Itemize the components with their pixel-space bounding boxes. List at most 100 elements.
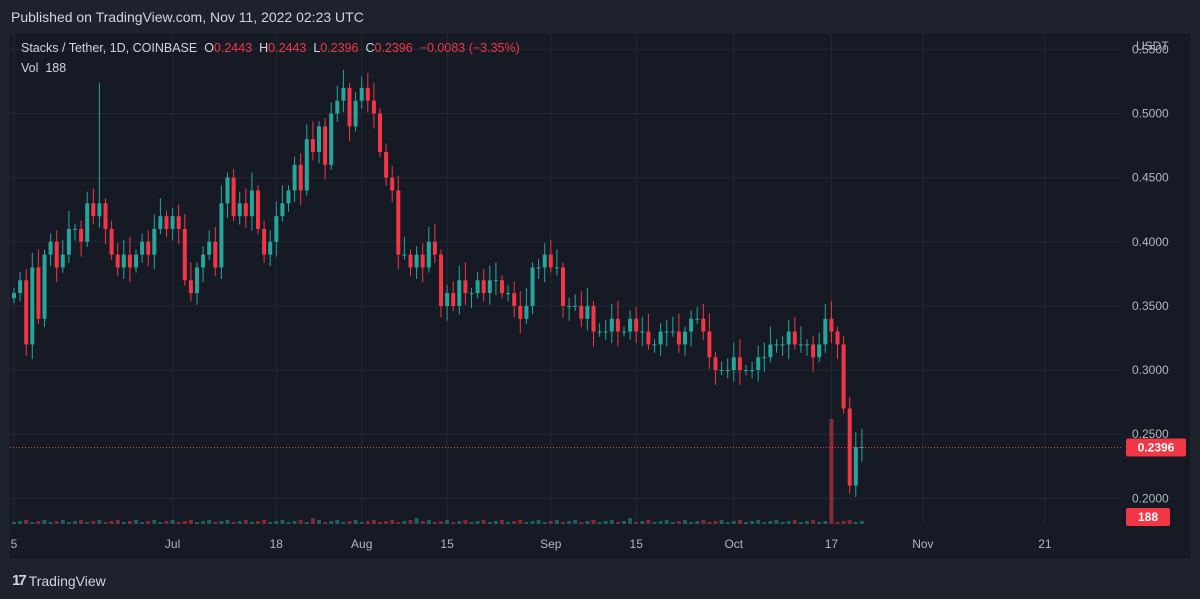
- volume-bar: [451, 522, 456, 524]
- volume-bar: [493, 521, 498, 524]
- volume-bar: [713, 521, 718, 524]
- volume-bar: [609, 520, 614, 524]
- candle-up: [756, 357, 761, 371]
- volume-bar: [536, 520, 541, 524]
- candle-down: [298, 164, 303, 191]
- volume-bar: [298, 520, 303, 524]
- volume-bar: [317, 520, 321, 524]
- candle-down: [182, 228, 187, 281]
- candle-down: [213, 241, 218, 268]
- volume-bar: [73, 521, 77, 524]
- candle-up: [469, 293, 474, 295]
- candle-down: [829, 318, 834, 332]
- symbol-legend: Stacks / Tether, 1D, COINBASE O0.2443 H0…: [21, 41, 520, 55]
- candle-up: [457, 280, 462, 306]
- volume-label: Vol: [21, 61, 39, 75]
- candle-up: [140, 241, 145, 255]
- candle-down: [481, 280, 486, 294]
- candle-down: [390, 177, 395, 191]
- volume-bar: [615, 522, 620, 524]
- candle-down: [231, 177, 236, 217]
- volume-bar: [518, 520, 523, 524]
- volume-bar: [628, 518, 633, 524]
- open-label: O: [204, 41, 214, 55]
- candle-up: [426, 241, 431, 268]
- volume-bar: [335, 520, 340, 524]
- candle-down: [701, 318, 706, 332]
- candle-up: [609, 318, 614, 332]
- volume-bar: [207, 520, 212, 524]
- volume-bar: [103, 522, 108, 524]
- volume-bar: [750, 521, 755, 524]
- candle-down: [188, 280, 193, 294]
- volume-bar: [219, 521, 224, 524]
- candle-up: [42, 254, 47, 319]
- volume-bar: [664, 520, 669, 524]
- candle-down: [439, 254, 443, 306]
- candle-up: [317, 126, 321, 153]
- volume-bar: [390, 520, 395, 524]
- volume-bar: [91, 521, 96, 524]
- candle-down: [634, 318, 639, 332]
- candle-up: [353, 100, 358, 127]
- candle-up: [158, 216, 163, 229]
- volume-bar: [719, 520, 724, 524]
- volume-bar: [542, 522, 547, 524]
- volume-bar: [768, 521, 773, 524]
- change-value: −0.0083 (−3.35%): [419, 41, 520, 55]
- candle-up: [85, 203, 90, 242]
- volume-bar: [805, 521, 809, 524]
- y-tick-label: 0.5000: [1132, 107, 1169, 121]
- volume-bar: [231, 522, 236, 524]
- candle-down: [420, 254, 425, 268]
- candle-up: [121, 254, 126, 268]
- candle-down: [500, 280, 504, 294]
- volume-bar: [554, 520, 559, 524]
- candle-up: [12, 293, 16, 299]
- volume-bar: [506, 522, 511, 524]
- volume-bar: [762, 522, 767, 524]
- volume-bar: [731, 521, 736, 524]
- volume-bar: [567, 521, 572, 524]
- candle-down: [847, 408, 852, 486]
- volume-bar: [591, 520, 596, 524]
- volume-bar: [597, 522, 602, 524]
- volume-bar: [487, 522, 492, 524]
- candle-up: [329, 113, 334, 165]
- candle-up: [304, 139, 309, 191]
- volume-bar: [689, 522, 694, 524]
- volume-bar: [402, 521, 407, 524]
- candle-up: [207, 241, 212, 255]
- last-price-badge: [1126, 438, 1186, 457]
- y-tick-label: 0.2500: [1132, 427, 1169, 441]
- volume-bar: [182, 521, 187, 524]
- candle-down: [103, 203, 108, 229]
- volume-bar: [811, 520, 816, 524]
- published-info: Published on TradingView.com, Nov 11, 20…: [11, 9, 364, 25]
- candle-up: [774, 344, 779, 346]
- volume-legend: Vol 188: [21, 61, 66, 75]
- x-tick-label: 18: [270, 537, 284, 551]
- volume-bar: [170, 520, 175, 524]
- candle-down: [512, 293, 517, 306]
- volume-bar: [683, 520, 687, 524]
- volume-bar: [420, 521, 425, 524]
- volume-bar: [359, 522, 364, 524]
- tradingview-brand[interactable]: 17 TradingView: [12, 572, 106, 589]
- x-tick-label: 17: [825, 537, 839, 551]
- volume-bar: [737, 520, 742, 524]
- candle-down: [79, 228, 84, 242]
- y-tick-label: 0.4000: [1132, 235, 1169, 249]
- candle-down: [243, 203, 248, 217]
- open-value: 0.2443: [213, 41, 253, 55]
- volume-bar: [195, 522, 199, 524]
- candle-down: [615, 318, 620, 332]
- candle-down: [371, 100, 376, 114]
- chart-panel[interactable]: 0.5500 0.5000 0.4500 0.4000 0.3500 0.3000 0.25…: [10, 34, 1190, 558]
- candle-down: [262, 228, 267, 255]
- candlestick-chart[interactable]: 0.5500 0.5000 0.4500 0.4000 0.3500 0.3000 0.25…: [10, 34, 1190, 558]
- high-label: H: [259, 41, 269, 55]
- x-tick-label: Jul: [165, 537, 180, 551]
- x-tick-label: Oct: [724, 537, 743, 551]
- candle-down: [561, 267, 565, 306]
